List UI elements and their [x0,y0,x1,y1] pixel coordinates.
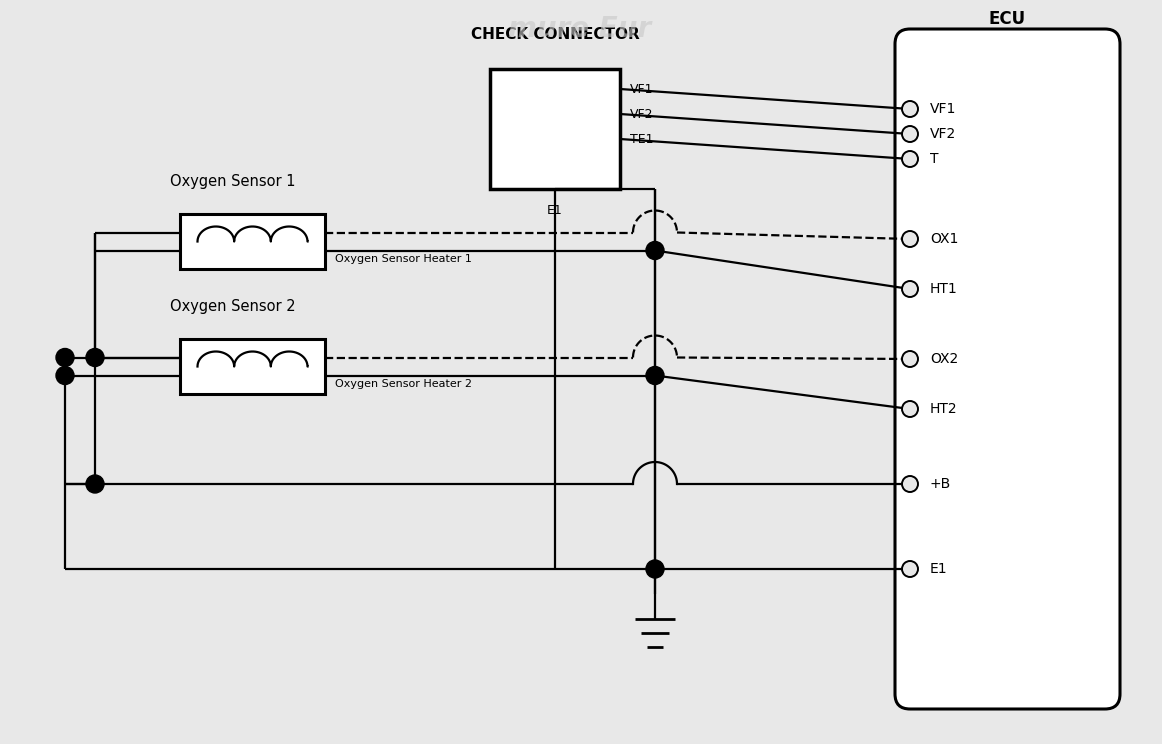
Text: E1: E1 [547,204,562,217]
Bar [180,339,325,394]
Circle shape [902,281,918,297]
Text: +B: +B [930,477,952,491]
Circle shape [902,101,918,117]
Text: VF1: VF1 [630,83,653,95]
Bar [490,69,621,189]
Bar [180,214,325,269]
Circle shape [902,351,918,367]
Circle shape [646,367,664,385]
Circle shape [646,242,664,260]
Text: VF1: VF1 [930,102,956,116]
Text: OX2: OX2 [930,352,959,366]
Circle shape [56,367,74,385]
Circle shape [56,348,74,367]
Circle shape [902,476,918,492]
Circle shape [902,231,918,247]
Text: HT1: HT1 [930,282,957,296]
Text: mure Eur: mure Eur [509,15,652,43]
Text: E1: E1 [930,562,948,576]
Text: T: T [930,152,939,166]
Text: Oxygen Sensor 1: Oxygen Sensor 1 [170,174,295,189]
Text: ECU: ECU [989,10,1026,28]
Circle shape [86,475,105,493]
Circle shape [86,348,105,367]
FancyBboxPatch shape [895,29,1120,709]
Text: Oxygen Sensor Heater 1: Oxygen Sensor Heater 1 [335,254,472,263]
Text: Oxygen Sensor 2: Oxygen Sensor 2 [170,299,295,314]
Circle shape [902,561,918,577]
Circle shape [902,401,918,417]
Text: CHECK CONNECTOR: CHECK CONNECTOR [471,27,639,42]
Text: VF2: VF2 [630,107,653,121]
Text: Oxygen Sensor Heater 2: Oxygen Sensor Heater 2 [335,379,472,388]
Text: HT2: HT2 [930,402,957,416]
Circle shape [646,560,664,578]
Circle shape [902,151,918,167]
Text: VF2: VF2 [930,127,956,141]
Text: OX1: OX1 [930,232,959,246]
Circle shape [902,126,918,142]
Text: TE1: TE1 [630,132,653,146]
